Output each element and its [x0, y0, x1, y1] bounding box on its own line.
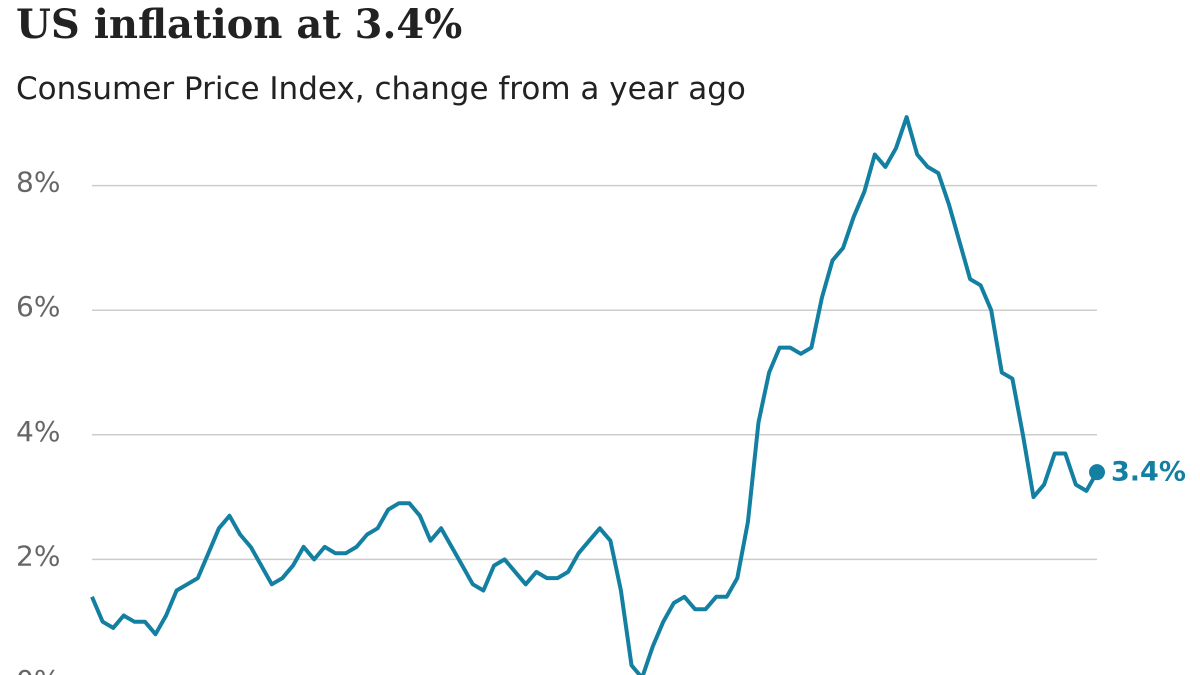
y-tick-label: 8%: [16, 166, 60, 199]
y-tick-label: 0%: [16, 664, 60, 675]
y-tick-label: 6%: [16, 290, 60, 323]
chart-title: US inflation at 3.4%: [16, 1, 462, 48]
end-label: 3.4%: [1111, 457, 1186, 488]
end-dot: [1089, 464, 1105, 481]
line: [90, 115, 1099, 675]
chart-subtitle: Consumer Price Index, change from a year…: [16, 71, 746, 107]
y-tick-label: 2%: [16, 539, 60, 572]
y-tick-label: 4%: [16, 415, 60, 448]
